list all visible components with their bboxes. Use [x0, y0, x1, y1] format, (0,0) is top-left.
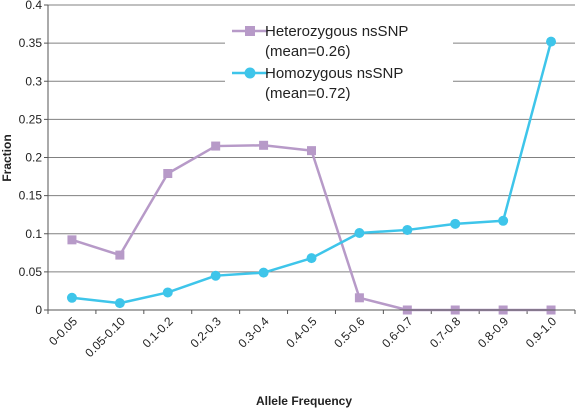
data-point-heterozygous [67, 235, 77, 245]
data-point-homozygous [162, 287, 173, 298]
y-tick-label: 0.2 [25, 151, 42, 165]
y-tick-label: 0.05 [19, 265, 43, 279]
data-point-homozygous [66, 292, 77, 303]
x-axis-ticks: 0-0.05 0.05-0.10 0.1-0.2 0.2-0.3 0.3-0.4 0.4-… [46, 310, 576, 360]
y-axis-label: Fraction [0, 134, 14, 181]
data-point-heterozygous [259, 140, 269, 150]
legend-label-heterozygous: Heterozygous nsSNP [265, 23, 408, 40]
x-tick-label: 0.4-0.5 [283, 314, 320, 351]
data-point-homozygous [450, 218, 461, 229]
legend-background [225, 18, 453, 106]
legend-swatch-homozygous-marker [244, 67, 256, 79]
x-tick-label: 0.6-0.7 [379, 314, 416, 351]
y-tick-label: 0.15 [19, 189, 43, 203]
series-layer [66, 36, 557, 315]
x-tick-label: 0.3-0.4 [235, 314, 272, 351]
y-tick-label: 0.35 [19, 36, 43, 50]
data-point-heterozygous [115, 250, 125, 260]
legend-swatch-heterozygous-marker [245, 26, 255, 36]
x-tick-label: 0.7-0.8 [427, 314, 464, 351]
y-tick-label: 0.3 [25, 74, 42, 88]
data-point-homozygous [258, 267, 269, 278]
x-axis-label: Allele Frequency [256, 394, 352, 408]
y-tick-label: 0.25 [19, 112, 43, 126]
legend-mean-homozygous: (mean=0.72) [265, 85, 350, 102]
legend: Heterozygous nsSNP (mean=0.26) Homozygou… [225, 18, 453, 106]
series-line-heterozygous [71, 144, 552, 312]
y-tick-label: 0.4 [25, 0, 42, 12]
data-point-homozygous [354, 227, 365, 238]
data-point-homozygous [306, 253, 317, 264]
x-tick-label: 0.9-1.0 [523, 314, 560, 351]
data-point-homozygous [114, 298, 125, 309]
data-point-heterozygous [211, 141, 221, 151]
x-tick-label: 0.1-0.2 [140, 314, 177, 351]
legend-label-homozygous: Homozygous nsSNP [265, 65, 403, 82]
data-point-homozygous [498, 215, 509, 226]
y-tick-label: 0 [35, 303, 42, 317]
x-tick-label: 0-0.05 [46, 314, 80, 348]
y-tick-label: 0.1 [25, 227, 42, 241]
data-point-homozygous [546, 36, 557, 47]
data-point-homozygous [210, 270, 221, 281]
data-point-homozygous [402, 224, 413, 235]
y-axis-ticks: 0 0.05 0.1 0.15 0.2 0.25 0.3 0.35 0.4 [19, 0, 48, 317]
x-tick-label: 0.5-0.6 [331, 314, 368, 351]
x-tick-label: 0.8-0.9 [475, 314, 512, 351]
data-point-heterozygous [163, 169, 173, 179]
data-point-heterozygous [354, 293, 364, 303]
x-tick-label: 0.05-0.10 [82, 314, 128, 360]
x-tick-label: 0.2-0.3 [187, 314, 224, 351]
data-point-heterozygous [307, 146, 316, 156]
legend-mean-heterozygous: (mean=0.26) [265, 43, 350, 60]
